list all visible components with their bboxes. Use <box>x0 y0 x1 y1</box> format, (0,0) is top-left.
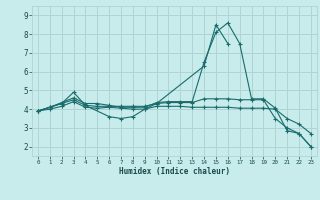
X-axis label: Humidex (Indice chaleur): Humidex (Indice chaleur) <box>119 167 230 176</box>
